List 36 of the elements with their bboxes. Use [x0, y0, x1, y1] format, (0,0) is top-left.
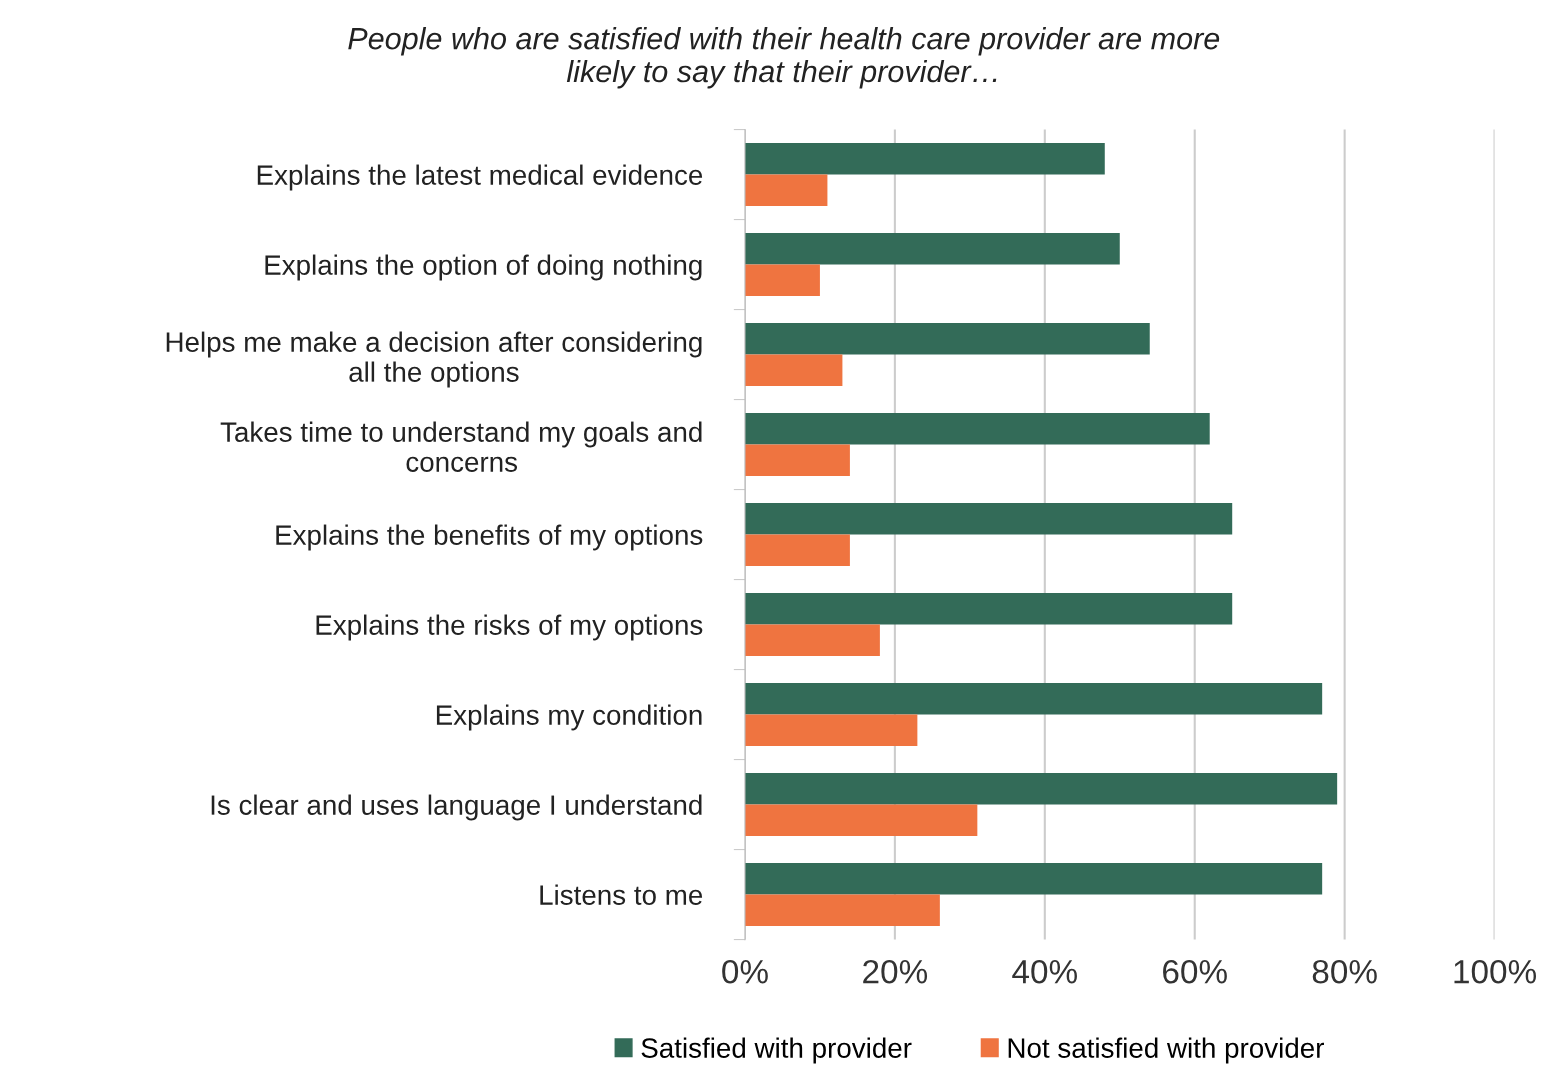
- x-tick-label: 100%: [1454, 959, 1537, 984]
- x-tick-label: 0%: [722, 959, 768, 984]
- bar: [744, 143, 1105, 175]
- bar: [744, 863, 1323, 895]
- bar: [744, 683, 1323, 715]
- bar: [744, 444, 850, 477]
- bar: [744, 714, 918, 747]
- bar: [744, 534, 850, 567]
- x-tick-label: 20%: [863, 959, 928, 984]
- y-tick-label: Listens to me: [540, 884, 703, 905]
- bar: [744, 323, 1150, 355]
- bar: [744, 413, 1210, 445]
- x-tick-label: 80%: [1312, 959, 1377, 984]
- legend-label: Satisfied with provider: [641, 1037, 912, 1064]
- y-tick-label: Is clear and uses language I understand: [211, 794, 702, 821]
- bar: [744, 804, 978, 837]
- bar: [744, 233, 1120, 265]
- bar: [744, 624, 880, 657]
- y-tick-label: Explains the option of doing nothing: [265, 254, 702, 281]
- bar: [744, 503, 1233, 535]
- y-tick-label: Takes time to understand my goals and concerns: [220, 421, 702, 472]
- y-tick-label: Explains the benefits of my options: [276, 524, 703, 551]
- bar: [744, 354, 843, 387]
- x-tick-label: 40%: [1012, 959, 1077, 984]
- y-tick-label: Explains the risks of my options: [316, 614, 703, 641]
- y-tick-label: Explains the latest medical evidence: [257, 164, 703, 191]
- bar: [744, 174, 828, 207]
- bar: [744, 593, 1233, 625]
- legend-label: Not satisfied with provider: [1008, 1037, 1324, 1064]
- bar: [744, 264, 820, 297]
- y-tick-label: Explains my condition: [436, 704, 702, 731]
- bar: [744, 894, 940, 927]
- x-tick-label: 60%: [1163, 959, 1227, 984]
- y-tick-label: Helps me make a decision after considering all the options: [166, 331, 702, 388]
- bar: [744, 773, 1338, 805]
- chart-title: People who are satisfied with their health care provider are more likely to say that their provider…: [348, 27, 1220, 89]
